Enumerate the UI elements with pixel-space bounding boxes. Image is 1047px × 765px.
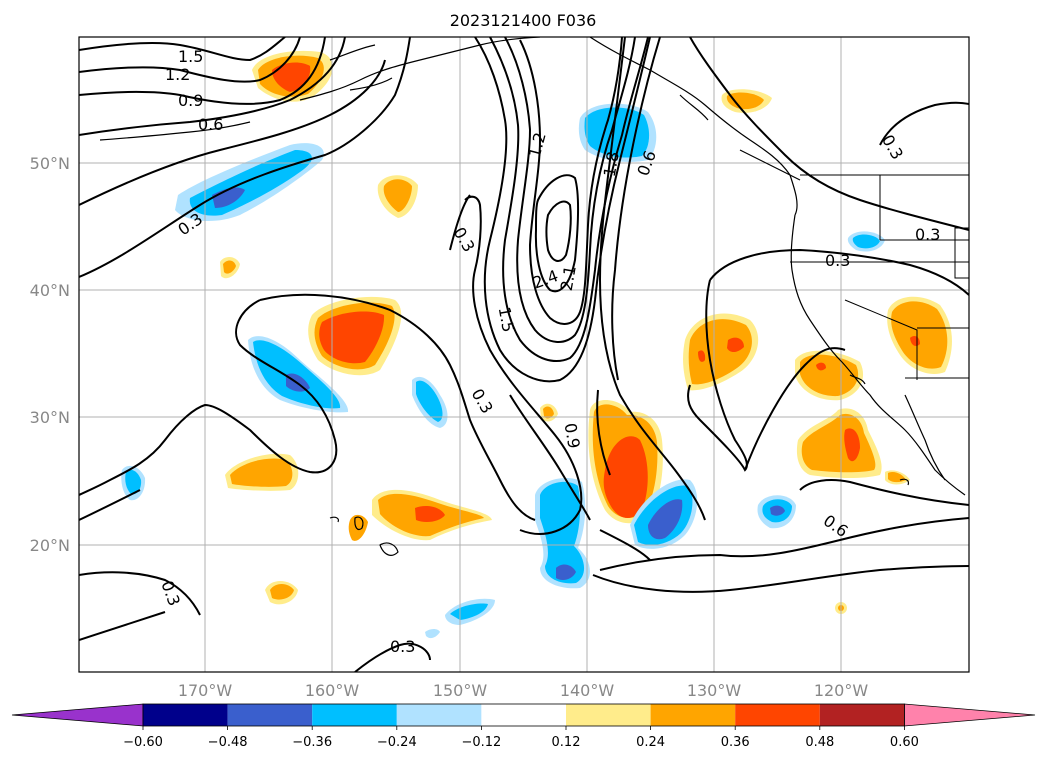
positive-anomaly-region	[230, 458, 293, 487]
negative-anomaly-region	[416, 380, 443, 422]
shaded-regions	[121, 50, 952, 639]
positive-anomaly-region	[688, 319, 752, 385]
negative-anomaly-region	[556, 564, 576, 580]
colorbar-tick-label: 0.24	[636, 735, 665, 750]
latitude-labels: 50°N 40°N 30°N 20°N	[30, 154, 70, 555]
positive-anomaly-region	[844, 428, 860, 462]
colorbar-segment	[566, 704, 651, 726]
lon-label: 150°W	[433, 681, 488, 700]
negative-anomaly-region	[125, 469, 142, 495]
colorbar-segment	[312, 704, 397, 726]
lon-label: 170°W	[178, 681, 233, 700]
colorbar-tick-label: 0.36	[721, 735, 750, 750]
lat-label: 30°N	[30, 408, 70, 427]
positive-anomaly-region	[800, 354, 859, 397]
contour-labels: 1.5 1.2 0.9 0.6 0.3 0.3 1.2 1.5 2.4 2.1 …	[157, 47, 940, 656]
colorbar-tick-label: −0.48	[208, 735, 248, 750]
lon-label: 160°W	[305, 681, 360, 700]
positive-anomaly-region	[726, 92, 764, 110]
map-frame	[78, 36, 970, 673]
negative-anomaly-region	[425, 629, 440, 639]
positive-anomaly-region	[801, 413, 876, 473]
colorbar-tick-label: 0.60	[890, 735, 919, 750]
figure-title: 2023121400 F036	[450, 11, 597, 30]
contour-label: 0.9	[561, 422, 584, 450]
positive-anomaly-region	[270, 584, 294, 600]
positive-anomaly-region	[415, 506, 445, 523]
negative-anomaly-region	[253, 340, 341, 409]
longitude-labels: 170°W 160°W 150°W 140°W 130°W 120°W	[178, 681, 869, 700]
contour-label: 1.8	[600, 150, 623, 178]
contour-label: 0.3	[825, 251, 850, 270]
colorbar-segment	[819, 704, 905, 726]
contour-label: 1.5	[495, 305, 518, 333]
colorbar-tick-label: −0.60	[123, 735, 163, 750]
positive-anomaly-region	[816, 362, 826, 371]
map-content: 1.5 1.2 0.9 0.6 0.3 0.3 1.2 1.5 2.4 2.1 …	[79, 37, 969, 672]
positive-anomaly-region	[698, 350, 706, 362]
contour-label: 0.6	[198, 115, 223, 134]
negative-anomaly-region	[770, 505, 785, 516]
borders	[790, 174, 969, 380]
lat-label: 50°N	[30, 154, 70, 173]
colorbar-segment	[396, 704, 482, 726]
contour-label: 1.2	[165, 65, 190, 84]
lon-label: 140°W	[560, 681, 615, 700]
lon-label: 120°W	[814, 681, 869, 700]
colorbar-tick-label: −0.24	[377, 735, 417, 750]
colorbar-tick-label: −0.12	[461, 735, 501, 750]
colorbar-segment	[227, 704, 313, 726]
colorbar: −0.60 −0.48 −0.36 −0.24 −0.12 0.12 0.24 0.36 0.4…	[11, 703, 1036, 750]
colorbar-segment	[735, 704, 820, 726]
negative-anomaly-region	[540, 481, 585, 584]
colorbar-extend-high	[904, 703, 1036, 727]
positive-anomaly-region	[223, 260, 236, 274]
lon-label: 130°W	[687, 681, 742, 700]
negative-anomaly-region	[648, 499, 683, 540]
colorbar-border	[142, 703, 905, 727]
lat-label: 20°N	[30, 536, 70, 555]
positive-anomaly-region	[891, 301, 948, 369]
positive-anomaly-region	[543, 406, 554, 419]
positive-anomaly-region	[727, 337, 744, 353]
contour-label: 0.9	[178, 91, 203, 110]
colorbar-tick-label: −0.36	[292, 735, 332, 750]
colorbar-segment	[481, 704, 566, 726]
contour-label: 1.5	[178, 47, 203, 66]
colorbar-tick-label: 0.12	[552, 735, 581, 750]
contour-label: 0.3	[915, 225, 940, 244]
colorbar-segment	[650, 704, 736, 726]
contour-label: 2.1	[557, 264, 580, 292]
negative-anomaly-region	[852, 234, 880, 249]
colorbar-tick-label: 0.48	[805, 735, 834, 750]
contour-label: 0.3	[390, 637, 415, 656]
colorbar-segment	[143, 704, 228, 726]
positive-anomaly-region	[383, 179, 412, 212]
positive-anomaly-region	[319, 311, 385, 364]
lat-label: 40°N	[30, 281, 70, 300]
contour-lines	[79, 37, 969, 672]
colorbar-extend-low	[11, 703, 144, 727]
positive-anomaly-region	[272, 62, 311, 92]
positive-anomaly-region	[603, 436, 648, 519]
